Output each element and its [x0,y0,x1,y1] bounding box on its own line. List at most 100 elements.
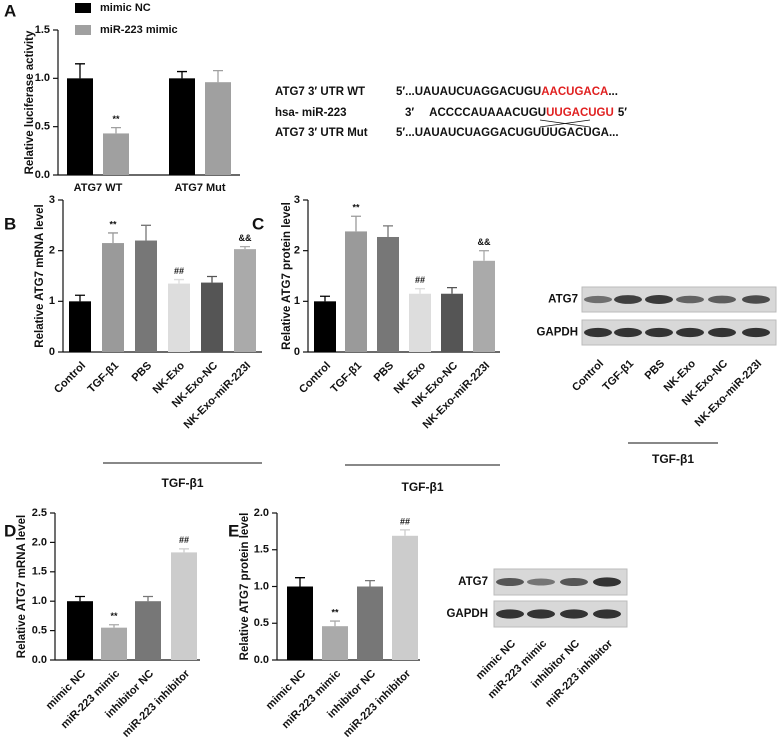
y-tick-label: 0.5 [32,625,47,637]
x-tick-label: PBS [372,360,396,384]
error-bar [207,275,217,283]
blot-band [560,578,588,586]
sequence: 3′ ACCCCAUAAACUGUUUGACUGU 5′ [405,107,627,119]
blot-band [614,327,642,338]
significance-mark: ## [179,535,189,545]
y-tick-label: 0.0 [32,654,47,666]
sequence-part: UUGACUGU [546,107,614,119]
western-blot [493,568,628,628]
error-bar [143,595,153,602]
bar [103,133,129,175]
sequence-label: ATG7 3′ UTR Mut [275,127,368,139]
x-tick-label: TGF-β1 [85,360,121,396]
blot-band [527,578,555,586]
blot-band [645,327,673,338]
blot-band [527,609,555,619]
y-tick-label: 0 [294,346,300,358]
blot-band [708,295,736,304]
bar [101,627,127,660]
blot-band [593,577,621,587]
bar [67,601,93,660]
significance-mark: ** [109,219,117,229]
x-tick-label: Control [52,360,88,396]
error-bar [365,579,375,587]
x-tick-label: PBS [130,360,154,384]
sequence-panel: ATG7 3′ UTR WT 5′...UAUAUCUAGGACUGUAACUG… [275,86,627,139]
blot-row-label: GAPDH [536,327,578,339]
x-tick-label: ATG7 WT [74,182,123,194]
blot-row-label: ATG7 [458,576,488,588]
y-tick-label: 1 [49,295,55,307]
bar [67,78,93,175]
western-blot [581,286,777,346]
error-bar [447,287,457,294]
bar [135,601,161,660]
error-bar [213,69,223,83]
group-label: TGF-β1 [402,480,444,494]
panel-letter: B [4,214,16,233]
bar [287,586,313,660]
bar [377,236,399,352]
significance-mark: ## [415,275,425,285]
error-bar [479,250,489,261]
y-tick-label: 2.5 [32,507,47,519]
sequence-part: ACCCCAUAAACUGU [429,107,546,119]
panel-letter: D [4,521,16,540]
blot-band [584,295,612,304]
panel-letter: C [252,214,264,233]
bar [201,282,223,352]
blot-band [676,327,704,338]
error-bar [75,63,85,79]
error-bar [109,624,119,628]
sequence-part: ... [608,86,618,98]
error-bar [75,595,85,602]
group-label: TGF-β1 [162,476,204,490]
significance-mark: && [478,237,491,247]
blot-lane-label: NK-Exo-miR-223I [693,358,765,430]
legend-swatch [75,25,91,35]
sequence-label: hsa- miR-223 [275,107,347,119]
sequence-part: 5′...UAUAUCUAGGACUGU [396,86,541,98]
error-bar [383,225,393,237]
y-tick-label: 1.5 [254,544,269,556]
legend-label: miR-223 mimic [100,24,178,36]
significance-mark: ** [331,607,339,617]
x-tick-label: Control [297,360,333,396]
bar [441,293,463,352]
error-bar [295,577,305,587]
y-tick-label: 3 [49,194,55,206]
legend-label: mimic NC [100,2,151,14]
y-axis-label: Relative ATG7 protein level [281,202,293,350]
group-label: TGF-β1 [652,452,694,466]
blot-band [614,295,642,304]
bar [135,240,157,352]
y-tick-label: 1.0 [254,580,269,592]
y-tick-label: 1.0 [35,72,50,84]
x-tick-label: miR-223 mimic [59,668,122,731]
y-tick-label: 0.0 [35,169,50,181]
blot-band [742,295,770,304]
bar [322,626,348,660]
significance-mark: && [239,233,252,243]
blot-lane-label: TGF-β1 [600,358,636,394]
error-bar [111,126,121,134]
blot-band [676,295,704,304]
bar [357,586,383,660]
y-axis-label: Relative luciferase activity [24,30,36,174]
bar [168,283,190,352]
blot-band [708,327,736,338]
bar [392,535,418,660]
y-tick-label: 2 [294,245,300,257]
bar [171,552,197,660]
blot-band [560,609,588,619]
y-tick-label: 2.0 [32,536,47,548]
y-axis-label: Relative ATG7 protein level [239,513,251,661]
bar [69,301,91,352]
bar [169,78,195,175]
x-tick-label: miR-223 inhibitor [341,667,414,740]
panel-letter: E [228,521,239,540]
blot-lane-label: miR-223 mimic [486,638,549,701]
significance-mark: ** [352,203,360,213]
bar [102,243,124,352]
